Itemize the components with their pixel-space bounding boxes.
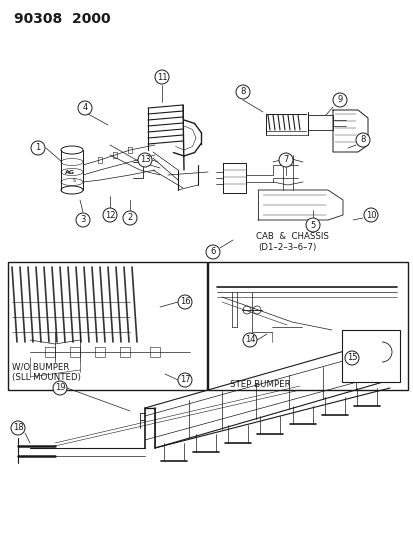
Circle shape	[78, 101, 92, 115]
Text: 8: 8	[359, 135, 365, 144]
Bar	[207, 262, 407, 390]
Circle shape	[242, 333, 256, 347]
Text: 19: 19	[55, 384, 65, 392]
Circle shape	[178, 373, 192, 387]
Text: 16: 16	[179, 297, 190, 306]
Text: 13: 13	[139, 156, 150, 165]
Circle shape	[278, 153, 292, 167]
Text: 2: 2	[127, 214, 132, 222]
Text: 5: 5	[310, 221, 315, 230]
Text: 3: 3	[80, 215, 85, 224]
Bar	[8, 262, 206, 390]
Circle shape	[178, 295, 192, 309]
Circle shape	[103, 208, 117, 222]
Text: STEP BUMPER: STEP BUMPER	[230, 380, 290, 389]
Text: 8: 8	[240, 87, 245, 96]
Text: 6: 6	[210, 247, 215, 256]
Circle shape	[363, 208, 377, 222]
Circle shape	[138, 153, 152, 167]
Text: 7: 7	[282, 156, 288, 165]
Text: 90308  2000: 90308 2000	[14, 12, 110, 26]
Circle shape	[76, 213, 90, 227]
Circle shape	[235, 85, 249, 99]
Text: 9: 9	[337, 95, 342, 104]
Text: 14: 14	[244, 335, 255, 344]
Text: (D1–2–3–6–7): (D1–2–3–6–7)	[257, 243, 316, 252]
Text: CAB  &  CHASSIS: CAB & CHASSIS	[255, 232, 328, 241]
Circle shape	[53, 381, 67, 395]
Circle shape	[305, 218, 319, 232]
Text: 18: 18	[13, 424, 23, 432]
Text: 17: 17	[179, 376, 190, 384]
Text: 11: 11	[157, 72, 167, 82]
Circle shape	[123, 211, 137, 225]
Circle shape	[11, 421, 25, 435]
Text: S: S	[72, 177, 76, 182]
Text: 12: 12	[104, 211, 115, 220]
Text: W/O BUMPER: W/O BUMPER	[12, 362, 69, 371]
Circle shape	[344, 351, 358, 365]
Circle shape	[154, 70, 169, 84]
Text: 15: 15	[346, 353, 356, 362]
Bar	[341, 330, 399, 382]
Circle shape	[206, 245, 219, 259]
Text: 1: 1	[35, 143, 40, 152]
Circle shape	[31, 141, 45, 155]
Circle shape	[332, 93, 346, 107]
Circle shape	[355, 133, 369, 147]
Text: AG: AG	[65, 171, 75, 175]
Text: 4: 4	[82, 103, 88, 112]
Text: (SLL MOUNTED): (SLL MOUNTED)	[12, 373, 81, 382]
Text: 10: 10	[365, 211, 375, 220]
